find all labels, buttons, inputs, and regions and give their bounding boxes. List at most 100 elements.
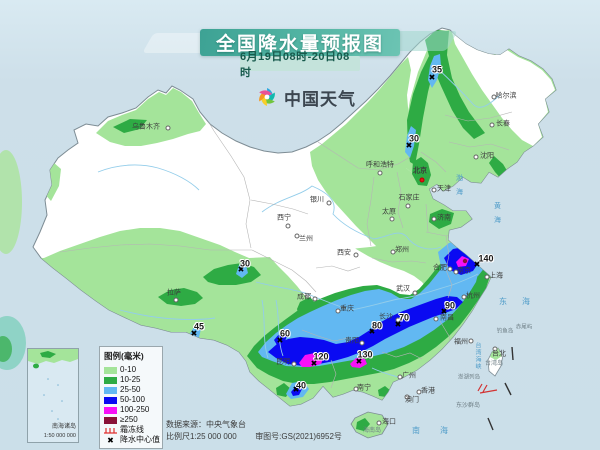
city-dot [389,216,395,222]
legend-center-row: ✖ 降水中心值 [104,435,162,445]
sea-label: 台湾岛 [484,361,504,367]
city-label: 西安 [337,249,351,257]
city-label: 北京 [413,167,427,175]
legend-swatch [104,366,117,374]
city-dot [335,308,341,314]
city-dot [431,216,437,222]
title-banner: 全国降水量预报图 [200,29,400,56]
city-label: 拉萨 [167,289,181,297]
sea-label: 台湾海峡 [474,342,480,370]
decor-bottomleft-blob2 [0,336,12,362]
city-label: 太原 [382,208,396,216]
inset-map-graphic [28,349,78,420]
city-dot [353,386,359,392]
city-label: 南昌 [440,314,454,322]
sea-label: 东沙群岛 [455,403,481,409]
city-label: 台北 [492,350,506,358]
legend-item-label: 100-250 [120,405,150,414]
legend-frost-label: 霜冻线 [120,425,144,434]
city-label: 澳门 [405,396,419,404]
city-dot [419,177,425,183]
city-dot [461,294,467,300]
precip-center-marker: ✖ [276,336,284,345]
legend-swatch [104,396,117,404]
precip-center-value: 120 [313,351,329,362]
city-label: 广州 [402,372,416,380]
city-dot [404,394,410,400]
decor-left-strip [0,150,22,254]
precip-center-value: 45 [193,321,205,332]
legend-center-label: 降水中心值 [120,435,160,444]
sea-label: 黄海 [493,202,501,230]
city-label: 兰州 [299,235,313,243]
precip-center-marker: ✖ [473,260,481,269]
city-dot [491,94,497,100]
precip-center-marker: ✖ [405,141,413,150]
legend-item: 10-25 [104,375,162,385]
forecast-period: 6月19日08时-20日08时 [240,50,350,79]
precip-center-value: 35 [431,64,443,75]
city-label: 长沙 [379,313,393,321]
precip-center-value: 30 [239,258,251,269]
precip-center-marker: ✖ [292,385,300,394]
legend-frost-row: 霜冻线 [104,425,162,435]
city-dot [326,200,332,206]
city-dot [484,274,490,280]
hainan-island [350,411,389,439]
city-dot [468,338,474,344]
city-dot [397,374,403,380]
precip-center-marker: ✖ [355,357,363,366]
city-dot [359,340,365,346]
city-label: 南宁 [357,384,371,392]
legend-item: 0-10 [104,365,162,375]
precip-center-value: 30 [408,133,420,144]
city-label: 昆明 [276,358,290,366]
precip-center-marker: ✖ [394,320,402,329]
page-title: 全国降水量预报图 [215,34,384,55]
china-weather-logo: 中国天气 [256,85,356,109]
precip-center-value: 80 [371,320,383,331]
legend-item-label: 0-10 [120,365,137,374]
city-dot [492,346,498,352]
city-dot [291,361,297,367]
city-dot [447,266,453,272]
sea-label: 海南岛 [362,428,382,434]
city-dot [376,420,382,426]
city-label: 哈尔滨 [495,92,517,100]
city-label: 杭州 [466,292,480,300]
precip-center-marker: ✖ [310,359,318,368]
subtitle-banner: 6月19日08时-20日08时 [240,51,360,79]
frost-line-icon [104,427,117,434]
city-label: 重庆 [340,305,354,313]
legend-title: 图例(毫米) [104,351,144,361]
precip-center-value: 70 [398,312,410,323]
data-source-note: 数据来源：中央气象台 [166,420,246,429]
city-dot [412,290,418,296]
legend-rows: 0-10 10-25 25-50 50-100 100-250 ≥250 [104,365,162,425]
city-dot [294,233,300,239]
inset-south-china-sea-map: 南海诸岛 1:50 000 000 [27,348,79,443]
city-dot [173,297,179,303]
city-label: 郑州 [395,246,409,254]
city-label: 成都 [297,293,311,301]
center-value-icon: ✖ [107,435,114,445]
precip-center-marker: ✖ [428,73,436,82]
city-label: 武汉 [396,285,410,293]
city-dot [489,122,495,128]
sea-label: 东海 [499,297,545,306]
sea-label: 澎湖列岛 [457,374,481,381]
city-label: 西宁 [277,214,291,222]
approval-number-note: 审图号:GS(2021)6952号 [255,432,342,441]
legend-item: 50-100 [104,395,162,405]
city-label: 南京 [457,267,471,275]
rivers [97,67,501,382]
legend-swatch [104,386,117,394]
sea-label: 赤尾屿 [515,324,533,331]
city-dot [453,269,459,275]
pinwheel-icon [259,88,275,106]
city-label: 乌鲁木齐 [132,123,160,131]
city-dot [390,249,396,255]
city-dot [285,223,291,229]
city-label: 长春 [496,120,510,128]
